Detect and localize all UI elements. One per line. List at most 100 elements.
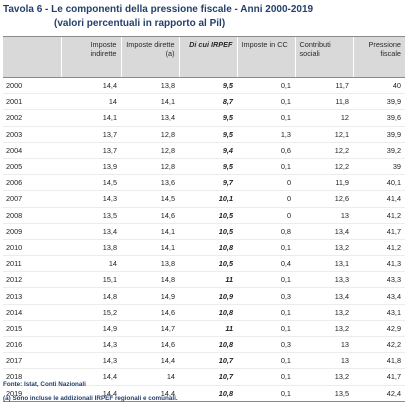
cell-imposte-indirette: 14 — [61, 255, 121, 273]
cell-pressione-fiscale: 41,3 — [353, 255, 405, 273]
cell-pressione-fiscale: 41,4 — [353, 190, 405, 208]
cell-year: 2005 — [3, 158, 61, 176]
header-imposte-dirette: Imposte dirette (a) — [120, 36, 179, 78]
table-row: 2012 15,1 14,8 11 0,1 13,3 43,3 — [3, 271, 405, 289]
cell-year: 2011 — [3, 255, 61, 273]
cell-contributi-sociali: 13,3 — [295, 271, 353, 289]
cell-pressione-fiscale: 43,1 — [353, 304, 405, 321]
cell-irpef: 10,7 — [179, 352, 237, 370]
cell-year: 2015 — [3, 320, 61, 338]
cell-year: 2013 — [3, 287, 61, 305]
cell-year: 2008 — [3, 207, 61, 224]
cell-imposte-cc: 0 — [237, 207, 295, 224]
cell-contributi-sociali: 11,8 — [295, 93, 353, 111]
cell-imposte-indirette: 14,4 — [61, 385, 121, 402]
cell-imposte-dirette: 14,8 — [121, 271, 179, 289]
cell-imposte-cc: 0,1 — [237, 93, 295, 111]
table-row: 2000 14,4 13,8 9,5 0,1 11,7 40 — [3, 77, 405, 95]
header-contributi-sociali: Contributi sociali — [294, 36, 353, 78]
cell-imposte-cc: 0,1 — [237, 320, 295, 338]
cell-contributi-sociali: 13,5 — [295, 385, 353, 402]
footnote: (a) Sono incluse le addizionali IRPEF re… — [3, 395, 178, 402]
cell-imposte-indirette: 13,4 — [61, 223, 121, 240]
source-note: Fonte: Istat, Conti Nazionali — [3, 381, 86, 388]
cell-year: 2012 — [3, 271, 61, 289]
cell-irpef: 10,8 — [179, 336, 237, 354]
cell-contributi-sociali: 11,7 — [295, 77, 353, 95]
data-table-container: Imposte indirette Imposte dirette (a) Di… — [3, 36, 405, 402]
cell-imposte-indirette: 14,3 — [61, 352, 121, 370]
cell-irpef: 10,8 — [179, 239, 237, 257]
cell-year: 2018 — [3, 368, 61, 386]
cell-irpef: 10,9 — [179, 287, 237, 305]
cell-irpef: 10,7 — [179, 368, 237, 386]
cell-imposte-cc: 0,1 — [237, 385, 295, 402]
cell-imposte-dirette: 12,8 — [121, 142, 179, 159]
cell-imposte-indirette: 14,9 — [61, 320, 121, 338]
cell-imposte-dirette: 14,1 — [121, 223, 179, 240]
table-row: 2007 14,3 14,5 10,1 0 12,6 41,4 — [3, 190, 405, 208]
cell-irpef: 8,7 — [179, 93, 237, 111]
cell-imposte-dirette: 13,8 — [121, 77, 179, 95]
cell-irpef: 10,8 — [179, 385, 237, 402]
cell-imposte-cc: 0,1 — [237, 368, 295, 386]
cell-pressione-fiscale: 43,4 — [353, 287, 405, 305]
cell-imposte-cc: 0,1 — [237, 109, 295, 127]
cell-imposte-indirette: 14,3 — [61, 336, 121, 354]
cell-imposte-indirette: 13,7 — [61, 142, 121, 159]
cell-irpef: 9,7 — [179, 174, 237, 192]
cell-contributi-sociali: 13 — [295, 352, 353, 370]
cell-contributi-sociali: 12,2 — [295, 142, 353, 159]
cell-imposte-dirette: 14,6 — [121, 207, 179, 224]
cell-imposte-indirette: 14,4 — [61, 77, 121, 95]
table-row: 2010 13,8 14,1 10,8 0,1 13,2 41,2 — [3, 239, 405, 257]
cell-contributi-sociali: 13,4 — [295, 287, 353, 305]
cell-imposte-cc: 0,1 — [237, 158, 295, 176]
header-imposte-cc: Imposte in CC — [236, 36, 295, 78]
header-pressione-fiscale: Pressione fiscale — [352, 36, 405, 78]
table-row: 2019 14,4 14,4 10,8 0,1 13,5 42,4 — [3, 385, 405, 402]
cell-imposte-indirette: 13,7 — [61, 126, 121, 143]
cell-irpef: 9,5 — [179, 158, 237, 176]
cell-year: 2002 — [3, 109, 61, 127]
cell-imposte-cc: 0,1 — [237, 271, 295, 289]
cell-imposte-cc: 0,1 — [237, 239, 295, 257]
cell-imposte-indirette: 15,2 — [61, 304, 121, 321]
cell-imposte-indirette: 13,9 — [61, 158, 121, 176]
cell-imposte-dirette: 14,5 — [121, 190, 179, 208]
cell-contributi-sociali: 12,1 — [295, 126, 353, 143]
cell-irpef: 10,8 — [179, 304, 237, 321]
table-row: 2015 14,9 14,7 11 0,1 13,2 42,9 — [3, 320, 405, 338]
cell-contributi-sociali: 12,6 — [295, 190, 353, 208]
cell-imposte-dirette: 13,4 — [121, 109, 179, 127]
header-irpef: Di cui IRPEF — [178, 36, 237, 78]
cell-imposte-cc: 0,3 — [237, 287, 295, 305]
cell-imposte-cc: 0 — [237, 174, 295, 192]
cell-irpef: 11 — [179, 320, 237, 338]
cell-imposte-dirette: 13,8 — [121, 255, 179, 273]
cell-imposte-cc: 0,1 — [237, 352, 295, 370]
cell-year: 2014 — [3, 304, 61, 321]
cell-year: 2000 — [3, 77, 61, 95]
cell-contributi-sociali: 12,2 — [295, 158, 353, 176]
cell-pressione-fiscale: 39,6 — [353, 109, 405, 127]
cell-imposte-dirette: 14,6 — [121, 304, 179, 321]
cell-imposte-indirette: 14,3 — [61, 190, 121, 208]
cell-imposte-cc: 0,1 — [237, 77, 295, 95]
cell-year: 2006 — [3, 174, 61, 192]
table-row: 2002 14,1 13,4 9,5 0,1 12 39,6 — [3, 109, 405, 127]
table-title: Tavola 6 - Le componenti della pressione… — [3, 4, 314, 15]
cell-contributi-sociali: 13,1 — [295, 255, 353, 273]
cell-imposte-dirette: 13,6 — [121, 174, 179, 192]
cell-imposte-indirette: 13,5 — [61, 207, 121, 224]
cell-year: 2010 — [3, 239, 61, 257]
cell-contributi-sociali: 13 — [295, 336, 353, 354]
cell-pressione-fiscale: 42,2 — [353, 336, 405, 354]
cell-year: 2007 — [3, 190, 61, 208]
cell-pressione-fiscale: 41,2 — [353, 207, 405, 224]
cell-year: 2009 — [3, 223, 61, 240]
table-row: 2009 13,4 14,1 10,5 0,8 13,4 41,7 — [3, 223, 405, 240]
cell-imposte-indirette: 14,4 — [61, 368, 121, 386]
cell-pressione-fiscale: 41,8 — [353, 352, 405, 370]
table-body: 2000 14,4 13,8 9,5 0,1 11,7 40 2001 14 14,1 8,7 0,1… — [3, 77, 405, 402]
